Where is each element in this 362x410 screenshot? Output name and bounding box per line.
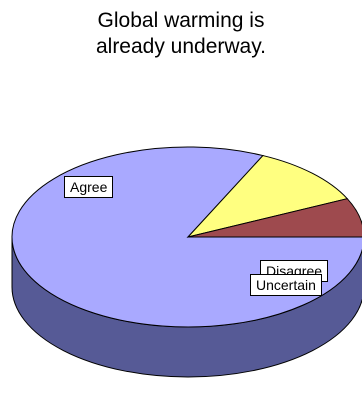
slice-label-uncertain: Uncertain <box>250 274 322 296</box>
chart-title: Global warming is already underway. <box>0 8 362 60</box>
pie-slice-disagree <box>186 155 349 238</box>
chart-title-line-1: Global warming is <box>97 9 265 32</box>
slice-label-agree: Agree <box>64 176 114 198</box>
pie-slice-uncertain <box>187 198 362 238</box>
chart-title-line-2: already underway. <box>95 35 267 58</box>
